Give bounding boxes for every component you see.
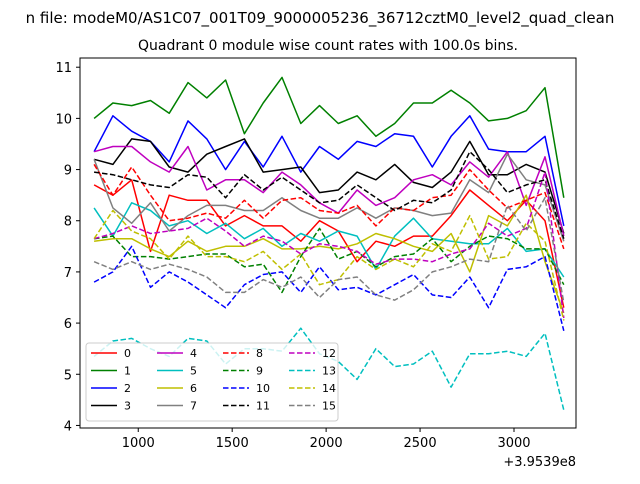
- legend-label-0: 0: [124, 347, 131, 360]
- series-line-6: [94, 194, 565, 314]
- legend-label-10: 10: [256, 382, 270, 395]
- series-line-2: [93, 115, 565, 227]
- x-tick-label: 1000: [122, 436, 155, 451]
- x-offset-label: +3.9539e8: [503, 455, 576, 470]
- series-line-11: [93, 150, 565, 239]
- y-tick-label: 9: [64, 164, 72, 179]
- legend-label-6: 6: [190, 382, 197, 395]
- legend-label-7: 7: [190, 400, 197, 413]
- y-axis: 4 5 6 7 8 9 10 11: [55, 61, 80, 434]
- y-tick-label: 8: [64, 215, 72, 230]
- legend-label-12: 12: [322, 347, 336, 360]
- chart-title: Quadrant 0 module wise count rates with …: [138, 38, 518, 54]
- y-tick-label: 5: [64, 368, 72, 383]
- legend-label-13: 13: [322, 365, 336, 378]
- legend-label-9: 9: [256, 365, 263, 378]
- legend-label-14: 14: [322, 382, 336, 395]
- legend-label-1: 1: [124, 365, 131, 378]
- y-tick-label: 10: [55, 112, 72, 127]
- x-tick-label: 2500: [404, 436, 437, 451]
- legend-label-3: 3: [124, 400, 131, 413]
- x-tick-label: 3000: [497, 436, 530, 451]
- series-line-8: [93, 164, 565, 250]
- legend-label-11: 11: [256, 400, 270, 413]
- x-tick-label: 2000: [310, 436, 343, 451]
- series-line-7: [93, 153, 565, 242]
- y-tick-label: 7: [64, 266, 72, 281]
- figure-suptitle: n file: modeM0/AS1C07_001T09_9000005236_…: [26, 9, 615, 28]
- legend-label-4: 4: [190, 347, 197, 360]
- plot-frame: [79, 57, 577, 429]
- x-axis: 1000 1500 2000 2500 3000: [122, 428, 531, 451]
- legend-label-2: 2: [124, 382, 131, 395]
- y-tick-label: 11: [55, 61, 72, 76]
- legend-box: [85, 342, 339, 422]
- x-tick-label: 1500: [216, 436, 249, 451]
- series-line-12: [93, 171, 565, 319]
- y-tick-label: 4: [64, 419, 72, 434]
- y-tick-label: 6: [64, 317, 72, 332]
- legend-label-15: 15: [322, 400, 336, 413]
- series-line-1: [93, 76, 565, 198]
- series-line-9: [93, 227, 565, 294]
- series-line-4: [93, 145, 565, 237]
- series-line-0: [93, 179, 565, 308]
- series-line-5: [93, 202, 565, 278]
- legend-label-8: 8: [256, 347, 263, 360]
- legend-label-5: 5: [190, 365, 197, 378]
- series-line-15: [93, 196, 565, 303]
- series-line-14: [93, 209, 565, 321]
